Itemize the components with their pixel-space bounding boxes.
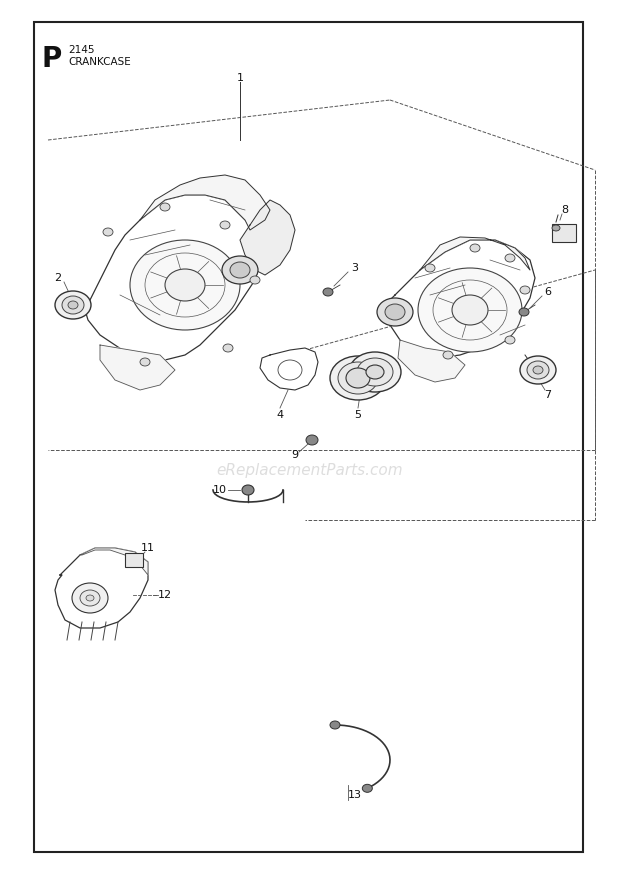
Text: 9: 9: [291, 450, 299, 460]
Polygon shape: [55, 548, 148, 628]
Ellipse shape: [55, 291, 91, 319]
Ellipse shape: [552, 225, 560, 231]
Text: P: P: [42, 45, 62, 73]
Ellipse shape: [470, 244, 480, 252]
Ellipse shape: [338, 362, 378, 394]
Polygon shape: [80, 548, 148, 575]
Polygon shape: [398, 340, 465, 382]
Ellipse shape: [505, 336, 515, 344]
Polygon shape: [240, 200, 295, 275]
Ellipse shape: [278, 360, 302, 380]
Ellipse shape: [130, 240, 240, 330]
Ellipse shape: [349, 352, 401, 392]
Bar: [34, 22, 583, 852]
Text: 13: 13: [348, 790, 362, 800]
Polygon shape: [100, 345, 175, 390]
Ellipse shape: [533, 366, 543, 374]
Text: eReplacementParts.com: eReplacementParts.com: [216, 462, 404, 477]
Ellipse shape: [357, 358, 393, 386]
Polygon shape: [420, 237, 530, 270]
Ellipse shape: [323, 288, 333, 296]
Text: 4: 4: [277, 410, 283, 420]
Ellipse shape: [80, 590, 100, 606]
Text: 10: 10: [213, 485, 227, 495]
Ellipse shape: [443, 351, 453, 359]
Bar: [125, 553, 143, 567]
Ellipse shape: [505, 254, 515, 262]
Ellipse shape: [242, 485, 254, 495]
Ellipse shape: [306, 435, 318, 445]
Ellipse shape: [222, 256, 258, 284]
Ellipse shape: [86, 595, 94, 601]
Text: CRANKCASE: CRANKCASE: [68, 57, 131, 67]
Polygon shape: [260, 348, 318, 390]
Ellipse shape: [519, 308, 529, 316]
Text: 8: 8: [562, 205, 569, 215]
Ellipse shape: [346, 368, 370, 388]
Ellipse shape: [366, 365, 384, 379]
Ellipse shape: [165, 269, 205, 301]
Ellipse shape: [330, 356, 386, 400]
Ellipse shape: [362, 785, 373, 793]
Ellipse shape: [72, 583, 108, 613]
Ellipse shape: [140, 358, 150, 366]
Ellipse shape: [223, 344, 233, 352]
Text: 1: 1: [236, 73, 244, 83]
Ellipse shape: [520, 356, 556, 384]
Ellipse shape: [418, 268, 522, 352]
Text: 3: 3: [352, 263, 358, 273]
Polygon shape: [140, 175, 270, 230]
Ellipse shape: [520, 286, 530, 294]
Text: 12: 12: [158, 590, 172, 600]
Ellipse shape: [68, 301, 78, 309]
Ellipse shape: [330, 721, 340, 729]
Ellipse shape: [103, 228, 113, 236]
Ellipse shape: [527, 361, 549, 379]
Ellipse shape: [220, 221, 230, 229]
Ellipse shape: [250, 276, 260, 284]
Ellipse shape: [385, 304, 405, 320]
Ellipse shape: [62, 296, 84, 314]
Text: 2145: 2145: [68, 45, 94, 55]
Text: 7: 7: [544, 390, 552, 400]
Polygon shape: [388, 240, 535, 357]
Text: 6: 6: [544, 287, 552, 297]
Polygon shape: [85, 195, 260, 360]
Text: 11: 11: [141, 543, 155, 553]
Ellipse shape: [377, 298, 413, 326]
Ellipse shape: [433, 280, 507, 340]
Ellipse shape: [230, 262, 250, 278]
Text: 5: 5: [355, 410, 361, 420]
Ellipse shape: [452, 295, 488, 325]
Ellipse shape: [160, 203, 170, 211]
FancyBboxPatch shape: [552, 224, 576, 242]
Ellipse shape: [145, 253, 225, 317]
Text: 2: 2: [55, 273, 61, 283]
Ellipse shape: [425, 264, 435, 272]
